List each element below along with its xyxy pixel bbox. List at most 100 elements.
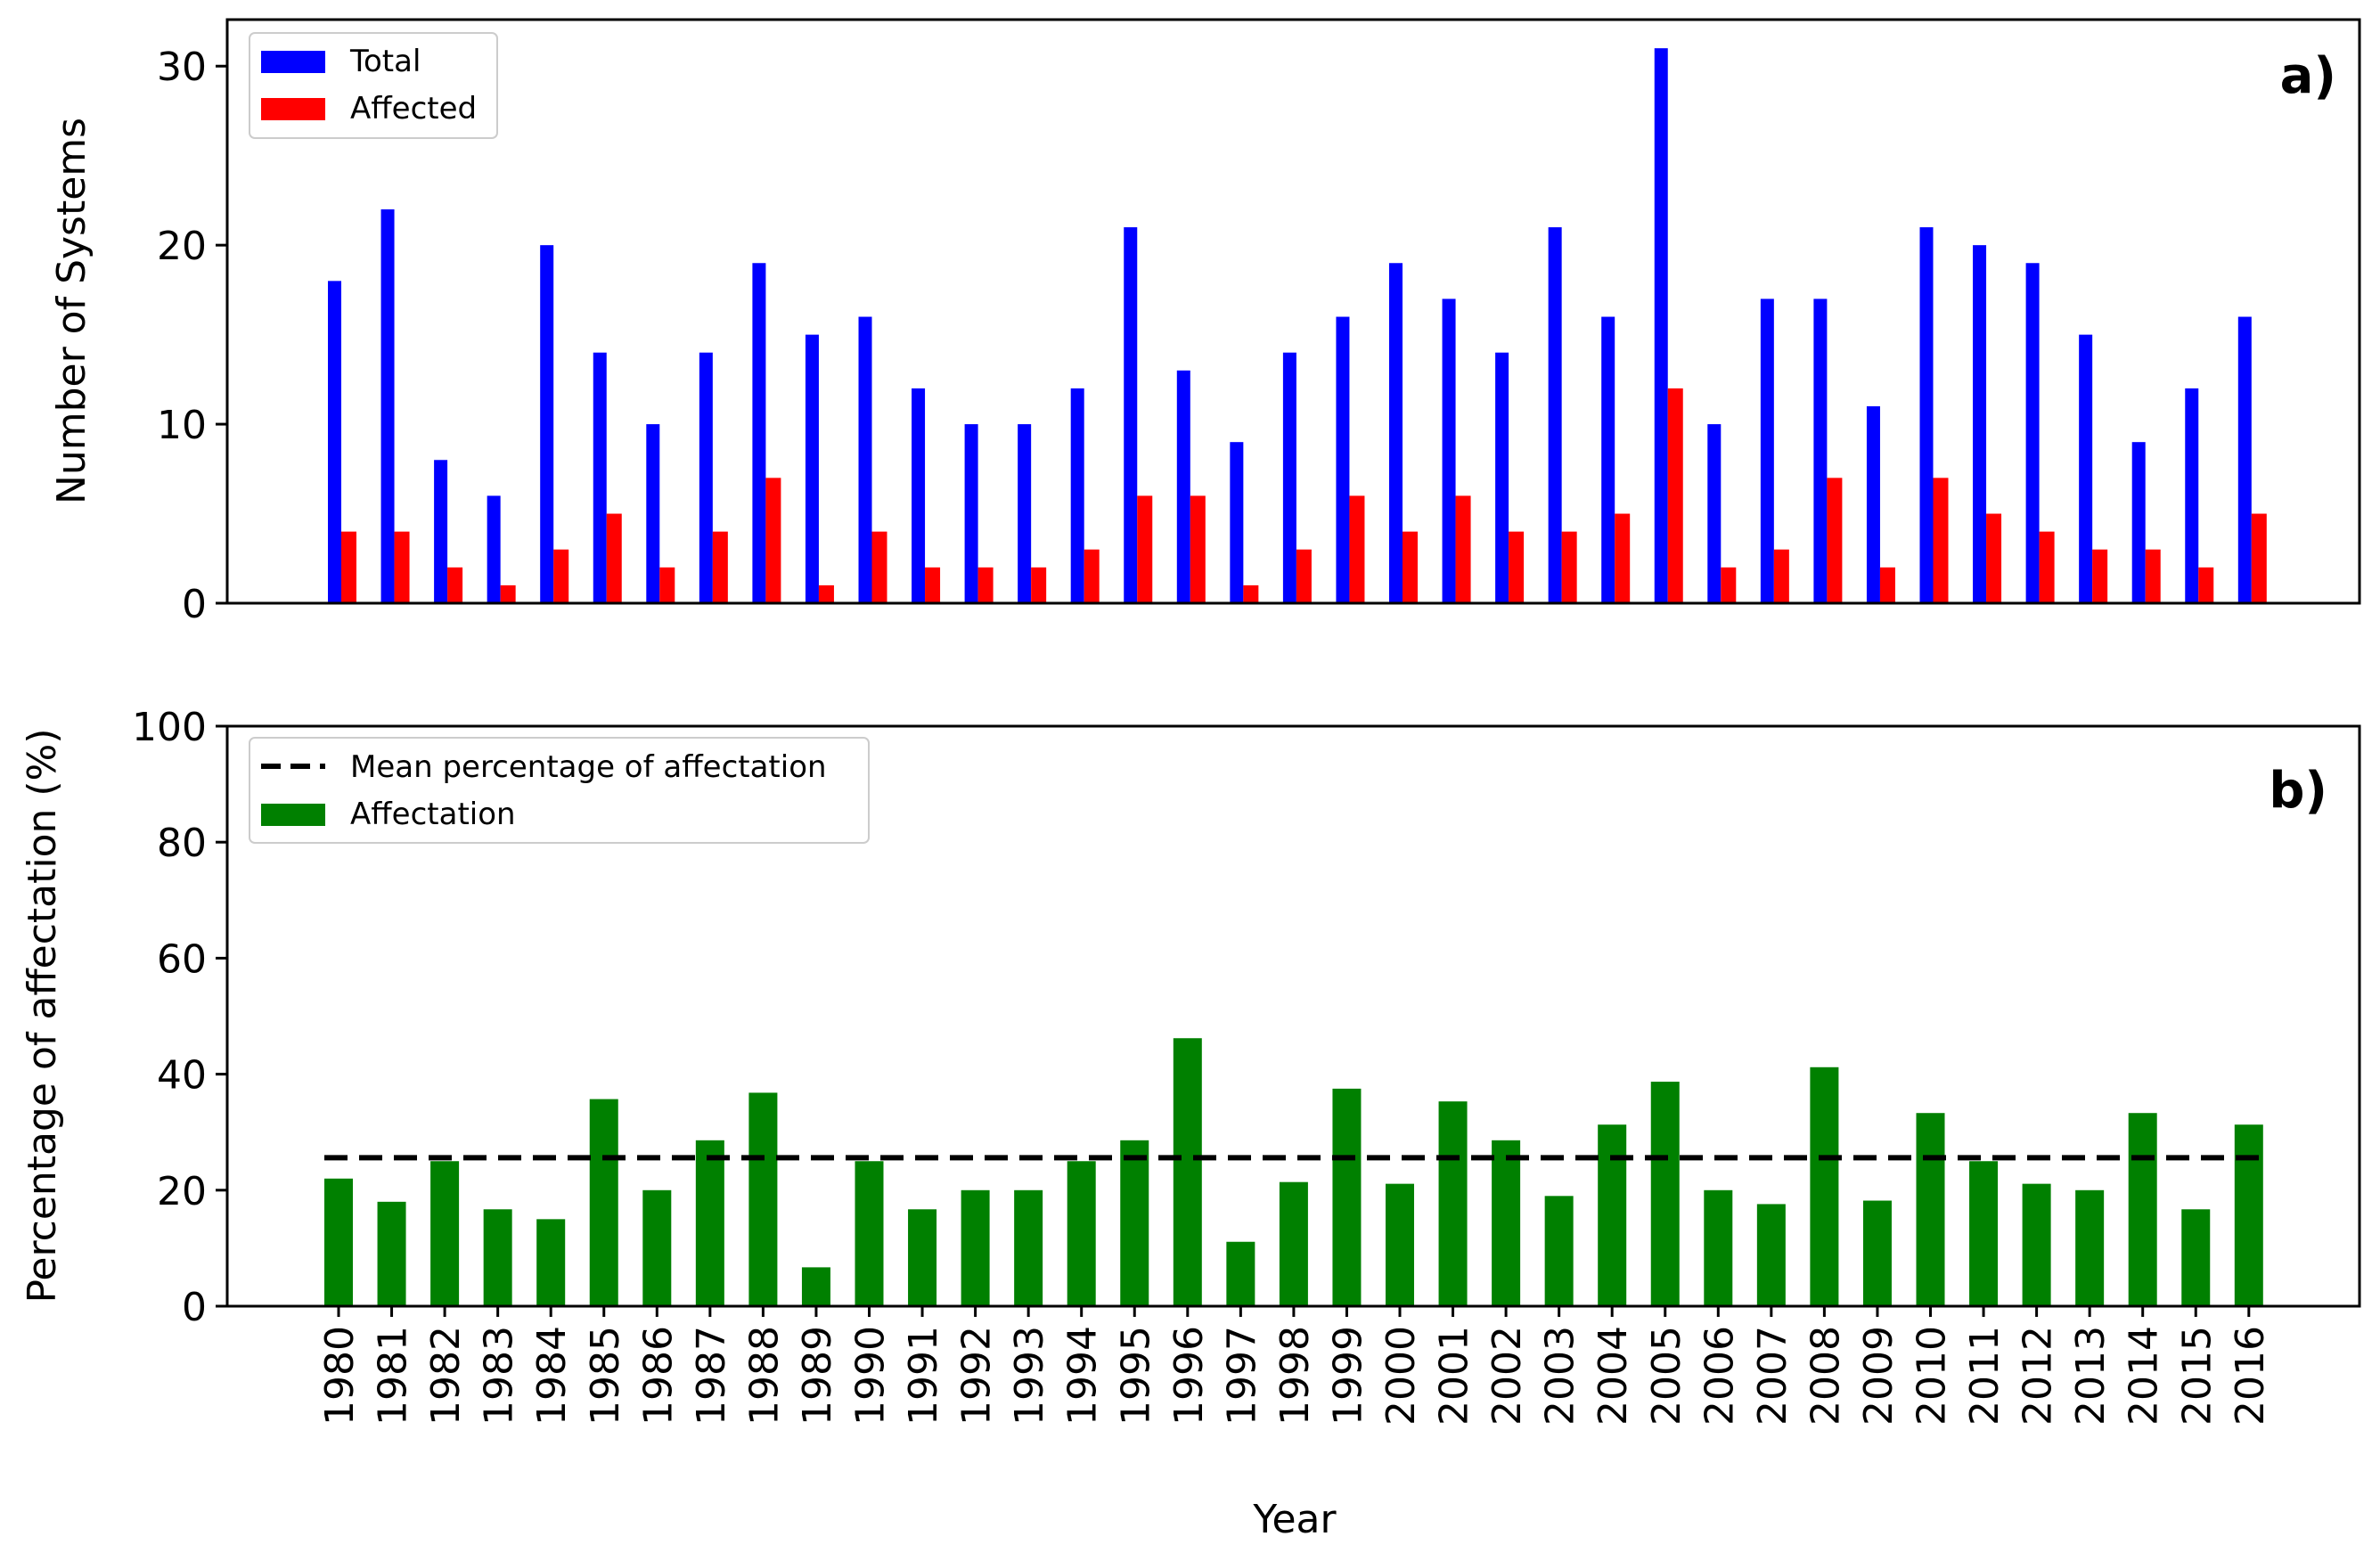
bar-total-1996: [1176, 370, 1190, 603]
bar-affected-1984: [553, 549, 569, 603]
x-tick-label-1992: 1992: [954, 1326, 1000, 1426]
bar-affected-2008: [1827, 478, 1843, 603]
bar-affectation-1980: [324, 1178, 353, 1306]
bar-affectation-2002: [1492, 1140, 1521, 1306]
x-tick-label-2010: 2010: [1910, 1326, 1955, 1426]
x-tick-label-1998: 1998: [1272, 1326, 1318, 1426]
bar-affected-2007: [1773, 549, 1789, 603]
bar-affected-1991: [925, 567, 941, 603]
bar-total-1989: [805, 334, 819, 603]
x-tick-label-1995: 1995: [1113, 1326, 1158, 1426]
bar-affected-2006: [1721, 567, 1737, 603]
panel-b-label: b): [2269, 762, 2327, 820]
bar-total-2010: [1919, 227, 1934, 603]
bar-affectation-1984: [536, 1219, 566, 1306]
bar-affected-1997: [1243, 584, 1259, 603]
bar-affectation-1997: [1226, 1241, 1255, 1306]
panel-a-y-tick-label: 30: [157, 45, 207, 90]
bar-affectation-2016: [2234, 1124, 2263, 1306]
x-tick-label-2007: 2007: [1750, 1326, 1795, 1426]
x-tick-label-2013: 2013: [2068, 1326, 2114, 1426]
bar-total-2009: [1866, 405, 1880, 603]
bar-affectation-2003: [1544, 1196, 1574, 1306]
bar-affected-2002: [1509, 531, 1525, 603]
bar-total-2001: [1442, 298, 1456, 603]
x-tick-label-2003: 2003: [1538, 1326, 1583, 1426]
x-tick-label-1987: 1987: [689, 1326, 734, 1426]
x-tick-label-1989: 1989: [795, 1326, 840, 1426]
bar-affected-1996: [1190, 495, 1206, 603]
bar-affected-2003: [1561, 531, 1577, 603]
bar-affectation-1981: [377, 1201, 406, 1306]
panel-b-frame: [225, 724, 2361, 1308]
bar-affected-2009: [1879, 567, 1895, 603]
bar-affected-2000: [1403, 531, 1418, 603]
bar-total-1995: [1124, 227, 1138, 603]
x-tick-label-1993: 1993: [1007, 1326, 1052, 1426]
bar-affected-1990: [871, 531, 887, 603]
bar-total-1998: [1282, 352, 1296, 603]
bar-affected-2010: [1933, 478, 1949, 603]
panel-a-y-tick-label: 10: [157, 403, 207, 448]
bar-total-1993: [1018, 424, 1032, 603]
panel-a-frame: [225, 18, 2361, 605]
bar-affected-2001: [1455, 495, 1471, 603]
panel-a: 0 10 20 30 Number of Systems a) Total Affec…: [49, 18, 2361, 627]
bar-total-2016: [2237, 316, 2252, 603]
bar-affectation-2013: [2075, 1189, 2105, 1306]
bar-total-1992: [964, 424, 978, 603]
x-tick-label-1988: 1988: [741, 1326, 787, 1426]
bar-affectation-1988: [748, 1092, 778, 1306]
x-tick-label-2004: 2004: [1591, 1326, 1636, 1426]
bar-total-2004: [1601, 316, 1615, 603]
panel-b-legend: Mean percentage of affectation Affectati…: [249, 737, 870, 844]
panel-b-legend-box: [249, 737, 870, 844]
bar-affected-2011: [1986, 513, 2002, 603]
bar-affected-1983: [500, 584, 516, 603]
bar-affectation-1985: [589, 1099, 618, 1306]
panel-a-label: a): [2280, 47, 2336, 105]
bar-affectation-1996: [1173, 1038, 1202, 1306]
x-tick-label-1984: 1984: [529, 1326, 575, 1426]
bar-affectation-1998: [1279, 1181, 1308, 1306]
bar-affectation-2009: [1862, 1200, 1892, 1306]
bar-affectation-1986: [642, 1189, 672, 1306]
bar-affectation-2006: [1704, 1189, 1733, 1306]
x-tick-label-2008: 2008: [1803, 1326, 1848, 1426]
bar-affectation-1993: [1014, 1189, 1043, 1306]
bar-total-2015: [2185, 388, 2199, 603]
x-axis-label: Year: [1252, 1497, 1337, 1542]
bar-affected-1988: [765, 478, 781, 603]
bar-affectation-1995: [1120, 1140, 1149, 1306]
bar-affectation-2011: [1969, 1161, 1999, 1306]
x-tick-label-1990: 1990: [848, 1326, 894, 1426]
bar-affectation-2014: [2128, 1113, 2157, 1306]
bar-affected-1999: [1349, 495, 1365, 603]
bar-affected-2015: [2198, 567, 2214, 603]
legend-total-swatch: [261, 51, 325, 73]
x-tick-label-1985: 1985: [583, 1326, 628, 1426]
panel-a-y-axis-label: Number of Systems: [49, 118, 94, 504]
panel-b-y-tick-label: 20: [157, 1169, 207, 1214]
bar-total-1986: [646, 424, 660, 603]
bar-affected-1980: [341, 531, 356, 603]
bar-affectation-1994: [1067, 1161, 1096, 1306]
bar-affectation-1990: [855, 1161, 884, 1306]
legend-affectation-label: Affectation: [350, 797, 516, 832]
bar-affected-1998: [1296, 549, 1312, 603]
bar-affected-2016: [2251, 513, 2267, 603]
bar-total-1985: [593, 352, 607, 603]
bar-total-1988: [752, 263, 766, 603]
bar-affected-2014: [2145, 549, 2161, 603]
bar-affected-1995: [1137, 495, 1153, 603]
bar-affected-2013: [2092, 549, 2108, 603]
bar-total-2007: [1760, 298, 1774, 603]
x-tick-label-2016: 2016: [2228, 1326, 2273, 1426]
bar-affectation-1989: [801, 1267, 830, 1306]
bar-total-2008: [1813, 298, 1828, 603]
bar-affected-1987: [712, 531, 728, 603]
x-tick-label-2001: 2001: [1432, 1326, 1477, 1426]
bar-affectation-2010: [1916, 1113, 1945, 1306]
bar-total-2003: [1548, 227, 1562, 603]
panel-b-y-tick-label: 60: [157, 936, 207, 982]
